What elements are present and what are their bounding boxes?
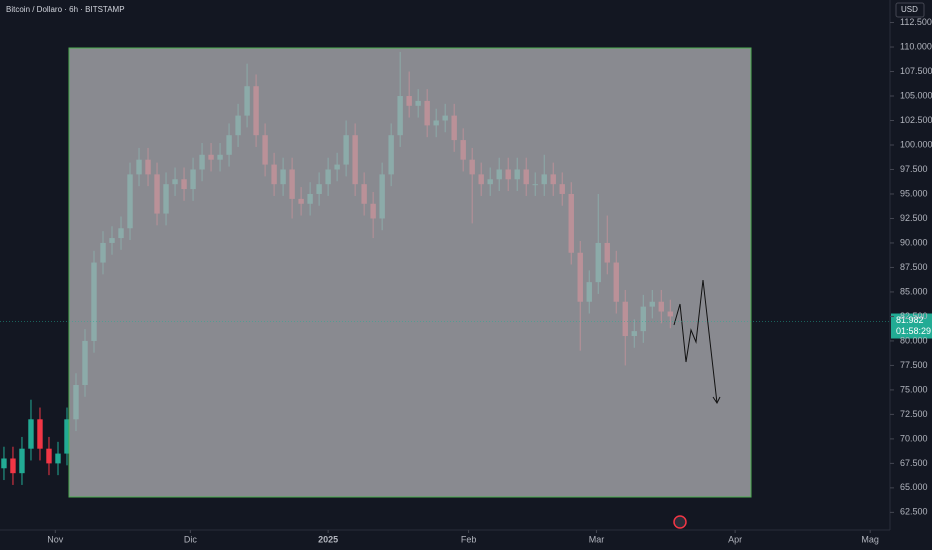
y-tick-label: 110.000 [900, 41, 932, 51]
last-price-box [891, 313, 932, 339]
y-tick-label: 62.500 [900, 507, 928, 517]
projection-path [673, 279, 718, 404]
y-tick-label: 107.500 [900, 66, 932, 76]
events-icon[interactable] [673, 515, 687, 529]
candle-body [10, 458, 16, 474]
y-tick-label: 112.500 [900, 17, 932, 27]
y-tick-label: 67.500 [900, 458, 928, 468]
currency: USD [901, 5, 918, 14]
candle-body [64, 419, 70, 454]
candle-body [46, 448, 52, 464]
candle-body [1, 458, 7, 469]
y-tick-label: 100.000 [900, 139, 932, 149]
rectangle-drawing [68, 47, 752, 498]
chart-title: Bitcoin / Dollaro · 6h · BITSTAMP [6, 5, 125, 14]
candle-body [28, 419, 34, 449]
y-tick-label: 80.000 [900, 335, 928, 345]
candle-body [19, 448, 25, 474]
countdown: 01:58:29 [896, 326, 931, 336]
y-tick-label: 87.500 [900, 262, 928, 272]
currency-box[interactable] [895, 2, 925, 18]
x-tick-label: Apr [728, 534, 742, 544]
x-tick-label: 2025 [318, 534, 338, 544]
x-tick-label: Dic [184, 534, 197, 544]
last-price-label: 81.982 [896, 315, 924, 325]
candle-body [55, 453, 61, 464]
y-tick-label: 82.500 [900, 311, 928, 321]
y-tick-label: 102.500 [900, 115, 932, 125]
y-tick-label: 77.500 [900, 360, 928, 370]
y-tick-label: 85.000 [900, 286, 928, 296]
y-tick-label: 65.000 [900, 482, 928, 492]
x-tick-label: Nov [47, 534, 64, 544]
candle-body [37, 419, 43, 449]
y-tick-label: 105.000 [900, 90, 932, 100]
y-tick-label: 90.000 [900, 237, 928, 247]
projection-arrow [712, 396, 721, 404]
x-tick-label: Feb [461, 534, 477, 544]
y-tick-label: 95.000 [900, 188, 928, 198]
x-tick-label: Mar [589, 534, 605, 544]
y-tick-label: 92.500 [900, 213, 928, 223]
y-tick-label: 97.500 [900, 164, 928, 174]
y-tick-label: 72.500 [900, 409, 928, 419]
y-tick-label: 70.000 [900, 433, 928, 443]
x-tick-label: Mag [861, 534, 879, 544]
y-tick-label: 75.000 [900, 384, 928, 394]
